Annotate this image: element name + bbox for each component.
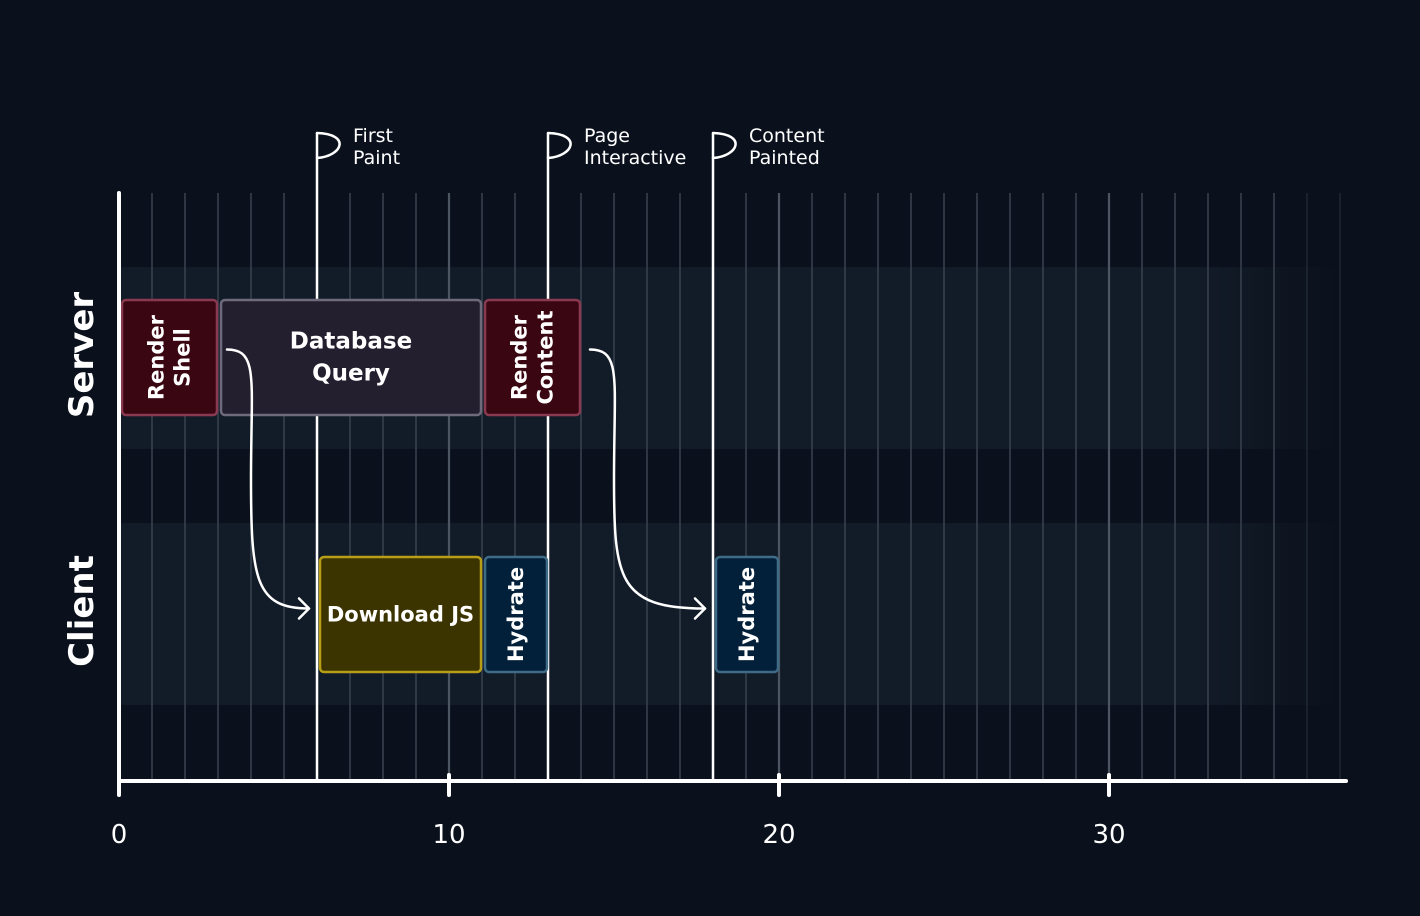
task-bar: [219, 298, 483, 417]
x-tick-label: 10: [432, 820, 465, 850]
task-render-content: Render Content: [483, 298, 582, 417]
task-label: Render: [508, 314, 532, 400]
task-hydrate-1: Hydrate: [483, 555, 549, 674]
arrowhead-icon: [693, 597, 707, 620]
arrow-content-to-hydrate: [588, 348, 707, 620]
task-label: Hydrate: [504, 567, 528, 662]
arrowhead-icon: [297, 597, 311, 620]
task-label: Shell: [171, 328, 195, 387]
arrow-path: [225, 348, 311, 610]
flag-icon: [315, 131, 341, 160]
task-bar: [714, 555, 780, 674]
x-tick-label: 0: [111, 820, 128, 850]
marker-label: Paint: [353, 147, 400, 169]
task-label: Hydrate: [735, 567, 759, 662]
x-tick-label: 30: [1092, 820, 1125, 850]
axis-layer: 0 10 20 30: [111, 191, 1348, 850]
marker-label: Interactive: [584, 147, 686, 169]
task-bar: [318, 555, 483, 674]
marker-label: Painted: [749, 147, 820, 169]
task-bar: [120, 298, 219, 417]
task-label-group: Hydrate: [735, 567, 759, 662]
arrows-layer: [225, 348, 707, 620]
task-label: Query: [312, 361, 390, 387]
task-label-group: Render Shell: [145, 314, 195, 400]
arrow-shell-to-download: [225, 348, 311, 620]
marker-label: Page: [584, 125, 630, 147]
flag-icon: [711, 131, 737, 160]
task-bar: [483, 298, 582, 417]
task-label: Content: [534, 310, 558, 404]
lane-label-server: Server: [62, 292, 102, 419]
task-hydrate-2: Hydrate: [714, 555, 780, 674]
task-render-shell: Render Shell: [120, 298, 219, 417]
x-tick-label: 20: [762, 820, 795, 850]
task-label-group: Hydrate: [504, 567, 528, 662]
flag-icon: [546, 131, 572, 160]
marker-label: Content: [749, 125, 825, 147]
lane-label-client: Client: [62, 555, 102, 667]
task-label: Download JS: [327, 603, 474, 627]
task-bar: [483, 555, 549, 674]
task-label: Render: [145, 314, 169, 400]
labels-layer: Server Client: [62, 292, 102, 667]
marker-label: First: [353, 125, 393, 147]
arrow-path: [588, 348, 707, 610]
task-database-query: Database Query: [219, 298, 483, 417]
task-label: Database: [290, 329, 412, 355]
task-label-group: Render Content: [508, 310, 558, 404]
task-download-js: Download JS: [318, 555, 483, 674]
